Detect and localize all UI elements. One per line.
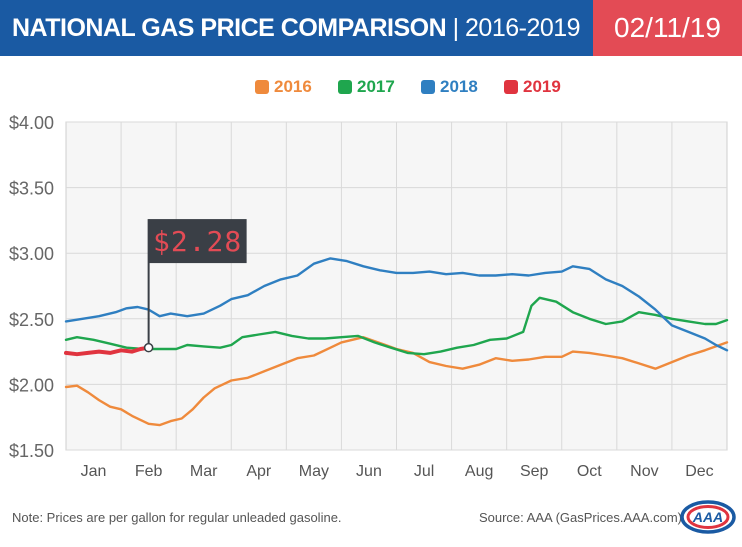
- flag-point: [143, 342, 154, 353]
- x-tick-label: Oct: [577, 463, 602, 480]
- flag-box: [148, 219, 247, 264]
- aaa-logo: AAA: [680, 500, 736, 534]
- header-bar: NATIONAL GAS PRICE COMPARISON | 2016-201…: [0, 0, 742, 56]
- legend-swatch: [421, 80, 435, 94]
- x-tick-label: Mar: [190, 463, 218, 480]
- legend-label: 2019: [523, 77, 561, 96]
- aaa-logo-text: AAA: [692, 509, 723, 525]
- y-tick-label: $3.00: [9, 244, 54, 264]
- y-tick-label: $1.50: [9, 441, 54, 461]
- x-tick-label: Dec: [685, 463, 713, 480]
- legend-label: 2017: [357, 77, 395, 96]
- legend-label: 2016: [274, 77, 312, 96]
- flag-value: $2.28: [153, 225, 242, 258]
- title-main: NATIONAL GAS PRICE COMPARISON: [12, 14, 447, 42]
- series-line-2017: [64, 296, 729, 356]
- legend-label: 2018: [440, 77, 478, 96]
- gas-price-chart: $1.50 $2.00 $2.50 $3.00 $3.50 $4.00 Jan Feb Mar A…: [9, 77, 729, 480]
- series-line-2018: [64, 257, 729, 352]
- page-title: NATIONAL GAS PRICE COMPARISON | 2016-201…: [12, 0, 581, 56]
- legend-swatch: [255, 80, 269, 94]
- y-tick-label: $3.50: [9, 179, 54, 199]
- series-line-2019: [64, 345, 151, 357]
- legend-swatch: [338, 80, 352, 94]
- y-tick-label: $2.00: [9, 375, 54, 395]
- x-tick-label: Feb: [135, 463, 163, 480]
- y-tick-label: $4.00: [9, 113, 54, 133]
- x-tick-label: Jul: [414, 463, 434, 480]
- x-tick-label: May: [299, 463, 329, 480]
- x-tick-label: Apr: [246, 463, 272, 480]
- x-tick-label: Sep: [520, 463, 549, 480]
- x-tick-label: Jun: [356, 463, 382, 480]
- y-tick-label: $2.50: [9, 310, 54, 330]
- x-tick-label: Nov: [630, 463, 658, 480]
- x-tick-label: Jan: [81, 463, 107, 480]
- title-years: | 2016-2019: [446, 14, 581, 42]
- footer-source: Source: AAA (GasPrices.AAA.com): [478, 510, 682, 525]
- date-badge: 02/11/19: [593, 0, 742, 56]
- footer-note: Note: Prices are per gallon for regular …: [12, 510, 342, 525]
- legend-swatch: [504, 80, 518, 94]
- x-tick-label: Aug: [465, 463, 493, 480]
